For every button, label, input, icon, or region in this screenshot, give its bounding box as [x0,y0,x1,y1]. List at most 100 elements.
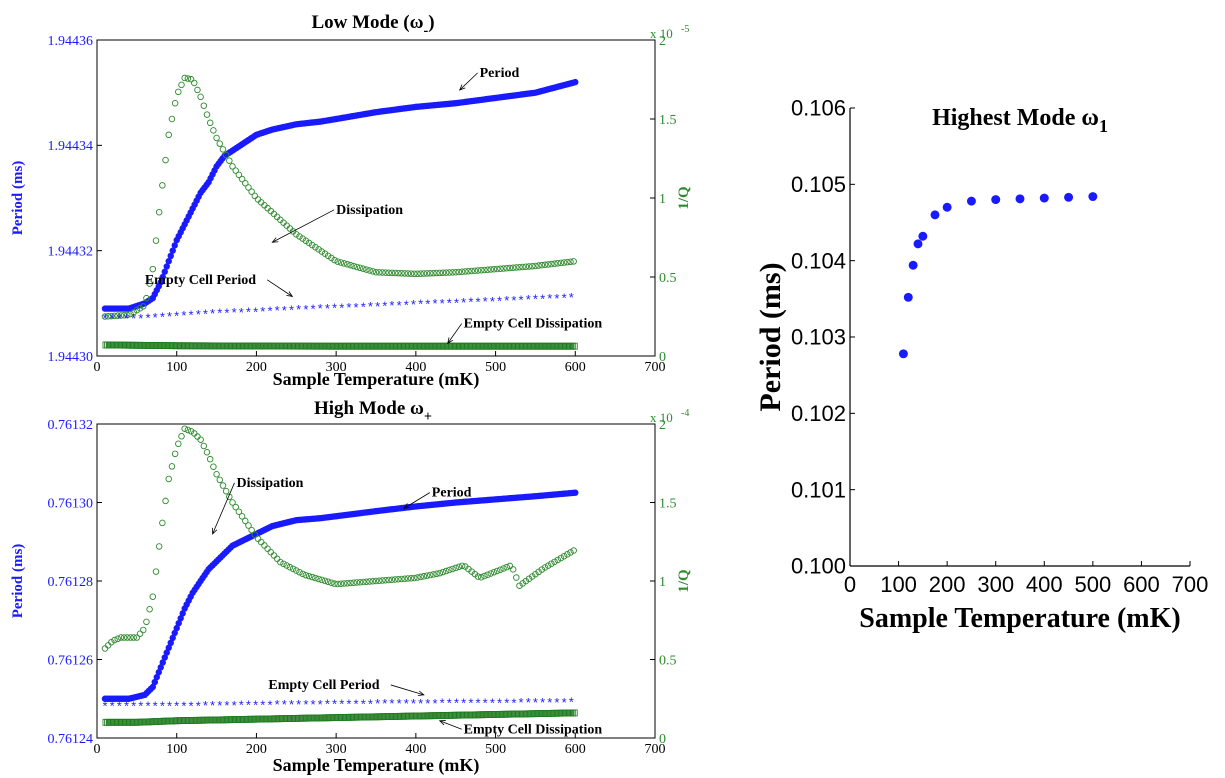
data-point: * [368,696,373,711]
annotation-label: Empty Cell Dissipation [464,317,603,332]
data-point [340,580,348,587]
data-point [385,269,393,277]
data-point [395,575,402,583]
data-point: * [533,695,538,710]
data-point [178,432,185,440]
data-point: * [526,695,531,710]
data-point [564,258,571,266]
x-tick-label: 400 [405,360,426,375]
data-point [155,669,162,676]
data-point [449,269,456,276]
data-point [509,264,517,271]
data-point [554,260,561,267]
data-point [426,571,434,579]
data-point: * [210,306,215,321]
data-point [375,269,383,276]
y-tick-label: 0.76128 [48,575,94,590]
data-point [305,239,313,247]
data-point [242,517,249,525]
data-point [404,270,412,277]
data-point [238,175,246,183]
data-point [229,499,236,506]
data-point [210,463,217,470]
data-point [167,639,174,647]
data-point [347,261,354,269]
data-point [210,127,217,134]
data-point: * [389,298,394,313]
data-point: * [454,696,459,711]
data-point [458,562,466,570]
data-point [918,231,928,241]
y2-exponent-base: x 10 [650,410,673,425]
data-point [168,463,176,470]
data-point [159,273,166,281]
y-tick-label: 0.76132 [48,418,94,433]
data-point: * [217,698,222,713]
data-point [302,571,310,579]
data-point [572,78,579,86]
data-point [165,644,172,651]
data-point [353,263,361,271]
data-point [506,264,514,272]
data-point [356,264,364,272]
x-tick-label: 600 [565,360,586,375]
x-tick-label: 200 [246,360,267,375]
data-point [436,269,444,277]
data-point: * [382,299,387,314]
data-point [942,202,952,212]
data-point [162,497,169,505]
data-point [417,270,424,277]
x-tick-label: 0 [94,360,101,375]
chart-title-end: ) [428,12,434,33]
y-tick-label: 0.76130 [48,496,94,511]
series-dissipation [101,74,577,320]
data-point [302,237,310,245]
annotation-arrow [459,72,478,91]
data-point: * [404,696,409,711]
annotation-label: Empty Cell Period [268,678,379,693]
data-point: * [562,695,567,710]
data-point: * [361,696,366,711]
data-point [206,455,214,463]
data-point: * [282,303,287,318]
x-tick-label: 100 [166,742,187,757]
data-point [481,572,488,580]
data-point [337,259,345,266]
data-point: * [153,699,158,714]
data-point [493,567,501,575]
data-point [152,237,160,244]
chart-title-main: Low Mode (ω [311,12,423,33]
x-tick-label: 400 [405,742,426,757]
x-tick-label: 600 [1123,572,1160,597]
data-point [509,566,517,573]
data-point [423,270,431,277]
x-tick-label: 500 [485,360,506,375]
y-tick-label: 0.104 [791,248,846,273]
data-point: * [232,698,237,713]
series-period [101,489,579,702]
annotation-arrowhead [403,503,410,509]
data-point [528,262,536,270]
data-point [966,196,976,206]
data-point: * [425,696,430,711]
x-tick-label: 300 [326,360,347,375]
data-point [200,102,208,109]
data-point [366,578,373,585]
data-point [101,313,109,320]
y-tick-label: 0.100 [791,554,846,579]
data-point [161,268,168,275]
chart-title-main: Highest Mode ω [932,105,1099,131]
data-point: * [232,305,237,320]
y2-tick-label: 0.5 [659,271,677,286]
data-point [155,543,163,550]
data-point: * [246,305,251,320]
data-point: * [181,698,186,713]
series-empty-cell-dissipation [102,709,578,726]
data-point [541,564,549,571]
data-point: * [418,696,423,711]
y-axis-label: Period (ms) [10,544,26,619]
data-point [452,269,459,276]
annotation-arrowhead [438,720,446,726]
data-point: * [504,695,509,710]
data-point [500,565,507,572]
